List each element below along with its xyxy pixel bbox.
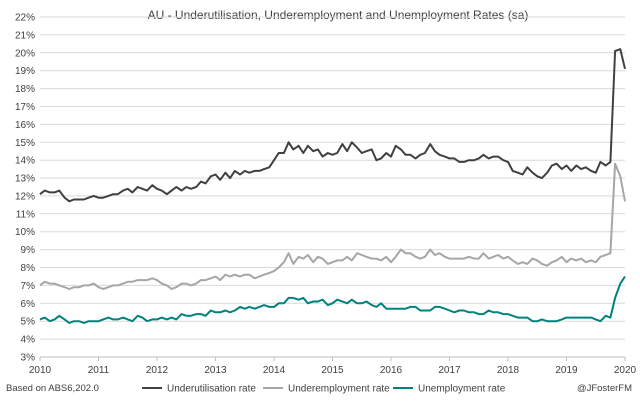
x-tick-label: 2017 <box>438 365 461 376</box>
source-note: Based on ABS6,202.0 <box>6 383 99 394</box>
x-tick-label: 2016 <box>380 365 403 376</box>
y-tick-label: 15% <box>15 138 35 149</box>
x-tick-label: 2010 <box>29 365 52 376</box>
y-tick-label: 3% <box>21 353 36 364</box>
legend-label-3: Unemployment rate <box>418 384 506 395</box>
y-tick-label: 10% <box>15 227 35 238</box>
y-tick-label: 13% <box>15 174 35 185</box>
y-tick-label: 19% <box>15 66 35 77</box>
series-line-2 <box>39 162 626 290</box>
y-tick-label: 5% <box>21 317 36 328</box>
chart-title: AU - Underutilisation, Underemployment a… <box>148 8 529 22</box>
y-tick-label: 11% <box>16 209 35 220</box>
y-tick-label: 7% <box>21 281 36 292</box>
series-line-3 <box>39 275 626 324</box>
x-axis: 2010 2011 2012 2013 2014 2015 2016 2017 2018 2019… <box>29 356 637 376</box>
legend-label-2: Underemployment rate <box>288 384 390 395</box>
x-tick-label: 2018 <box>497 365 520 376</box>
x-tick-label: 2015 <box>321 365 344 376</box>
y-tick-label: 17% <box>15 102 35 113</box>
y-tick-label: 18% <box>15 84 35 95</box>
legend-label-1: Underutilisation rate <box>167 384 256 395</box>
y-tick-label: 16% <box>15 120 35 131</box>
y-tick-label: 22% <box>15 13 35 24</box>
y-tick-label: 9% <box>21 245 36 256</box>
series-line-1 <box>39 48 626 203</box>
y-tick-label: 8% <box>21 263 36 274</box>
credit-handle: @JFosterFM <box>576 383 632 394</box>
y-tick-label: 12% <box>15 191 35 202</box>
y-tick-label: 14% <box>15 156 35 167</box>
y-axis: 3% 4% 5% 6% 7% 8% 9% 10% 11% 12% 13% 14% 15% 16% 17% 18… <box>15 13 35 364</box>
x-tick-label: 2020 <box>614 365 637 376</box>
gridlines <box>40 16 625 358</box>
y-tick-label: 4% <box>21 335 36 346</box>
x-tick-label: 2014 <box>263 365 286 376</box>
y-tick-label: 21% <box>15 30 35 41</box>
x-tick-label: 2012 <box>146 365 169 376</box>
x-tick-label: 2019 <box>555 365 578 376</box>
series-lines <box>39 48 626 324</box>
x-tick-label: 2013 <box>204 365 227 376</box>
y-tick-label: 6% <box>21 299 36 310</box>
x-tick-label: 2011 <box>88 365 110 376</box>
legend: Underutilisation rate Underemployment rat… <box>142 384 506 395</box>
y-tick-label: 20% <box>15 48 35 59</box>
